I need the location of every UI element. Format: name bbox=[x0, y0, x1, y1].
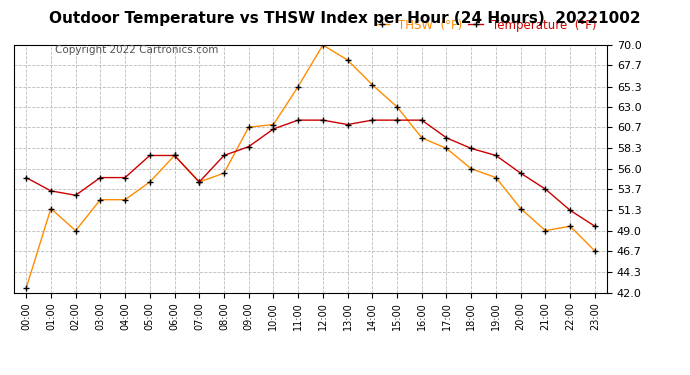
Temperature  (°F) bbox=[244, 144, 253, 149]
Temperature  (°F) bbox=[417, 118, 426, 122]
THSW  (°F) bbox=[146, 180, 154, 184]
THSW  (°F) bbox=[344, 58, 352, 62]
THSW  (°F) bbox=[492, 176, 500, 180]
Text: Copyright 2022 Cartronics.com: Copyright 2022 Cartronics.com bbox=[55, 45, 219, 55]
THSW  (°F) bbox=[393, 105, 401, 109]
Temperature  (°F) bbox=[195, 180, 204, 184]
Temperature  (°F) bbox=[566, 208, 574, 213]
THSW  (°F) bbox=[591, 249, 599, 253]
THSW  (°F) bbox=[517, 206, 525, 211]
THSW  (°F) bbox=[467, 166, 475, 171]
THSW  (°F) bbox=[319, 43, 327, 47]
THSW  (°F) bbox=[269, 122, 277, 127]
THSW  (°F) bbox=[195, 180, 204, 184]
Temperature  (°F) bbox=[467, 146, 475, 151]
Temperature  (°F) bbox=[442, 136, 451, 140]
Legend: THSW  (°F), Temperature  (°F): THSW (°F), Temperature (°F) bbox=[370, 14, 601, 36]
Line: Temperature  (°F): Temperature (°F) bbox=[23, 117, 598, 230]
THSW  (°F) bbox=[368, 82, 377, 87]
Temperature  (°F) bbox=[220, 153, 228, 158]
THSW  (°F) bbox=[417, 136, 426, 140]
Temperature  (°F) bbox=[72, 193, 80, 198]
THSW  (°F) bbox=[22, 286, 30, 290]
THSW  (°F) bbox=[541, 228, 549, 233]
THSW  (°F) bbox=[220, 171, 228, 176]
Temperature  (°F) bbox=[517, 171, 525, 176]
Temperature  (°F) bbox=[269, 127, 277, 131]
Temperature  (°F) bbox=[146, 153, 154, 158]
Temperature  (°F) bbox=[591, 224, 599, 228]
Temperature  (°F) bbox=[368, 118, 377, 122]
Temperature  (°F) bbox=[344, 122, 352, 127]
Temperature  (°F) bbox=[319, 118, 327, 122]
THSW  (°F) bbox=[442, 146, 451, 151]
Temperature  (°F) bbox=[393, 118, 401, 122]
THSW  (°F) bbox=[72, 228, 80, 233]
Temperature  (°F) bbox=[96, 176, 104, 180]
THSW  (°F) bbox=[47, 206, 55, 211]
THSW  (°F) bbox=[170, 153, 179, 158]
Temperature  (°F) bbox=[121, 176, 129, 180]
THSW  (°F) bbox=[566, 224, 574, 228]
Line: THSW  (°F): THSW (°F) bbox=[23, 42, 598, 291]
Temperature  (°F) bbox=[541, 187, 549, 191]
THSW  (°F) bbox=[294, 84, 302, 89]
Temperature  (°F) bbox=[170, 153, 179, 158]
Temperature  (°F) bbox=[492, 153, 500, 158]
Temperature  (°F) bbox=[294, 118, 302, 122]
THSW  (°F) bbox=[244, 125, 253, 129]
Text: Outdoor Temperature vs THSW Index per Hour (24 Hours)  20221002: Outdoor Temperature vs THSW Index per Ho… bbox=[49, 11, 641, 26]
THSW  (°F) bbox=[96, 198, 104, 202]
Temperature  (°F) bbox=[22, 176, 30, 180]
Temperature  (°F) bbox=[47, 189, 55, 193]
THSW  (°F) bbox=[121, 198, 129, 202]
